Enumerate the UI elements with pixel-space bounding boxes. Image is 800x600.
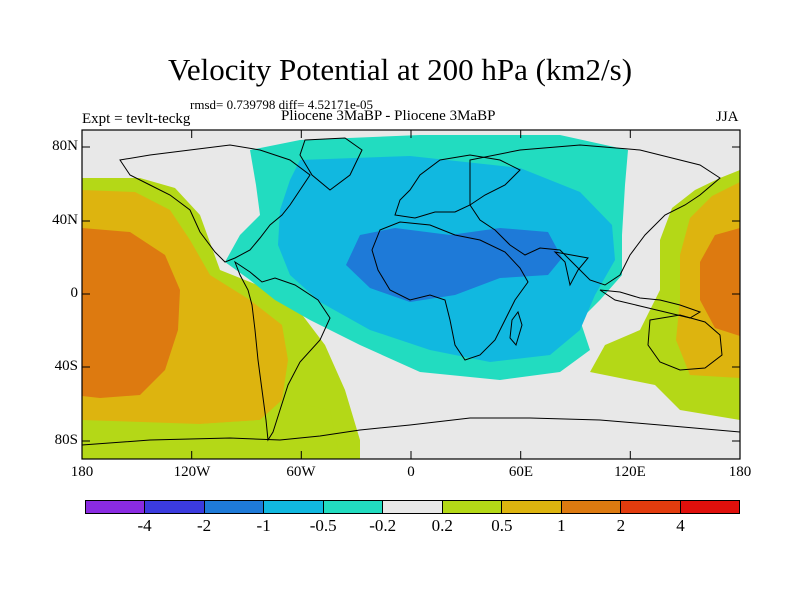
colorbar-swatch — [264, 501, 324, 513]
indonesia-coastline — [599, 289, 702, 319]
colorbar-swatch — [323, 501, 384, 513]
colorbar-swatch — [204, 501, 265, 513]
colorbar-swatch — [621, 501, 681, 513]
lat-tick-label: 40S — [54, 358, 78, 374]
colorbar-swatch — [145, 501, 205, 513]
colorbar-label: 0.2 — [431, 516, 453, 535]
colorbar-label: 0.5 — [491, 516, 513, 535]
lon-tick-label: 60E — [508, 464, 534, 480]
greenland-coastline — [299, 137, 363, 191]
colorbar-label: 2 — [616, 516, 626, 535]
colorbar-label: -0.5 — [309, 516, 337, 535]
negative-blue-core — [346, 228, 562, 302]
colorbar-swatch — [502, 501, 562, 513]
india-coastline — [553, 251, 589, 287]
lon-tick-label: 120W — [173, 464, 211, 480]
south-america-coastline — [233, 260, 331, 442]
colorbar-label: -0.2 — [369, 516, 397, 535]
colorbar-swatch — [442, 501, 503, 513]
colorbar-label: -1 — [256, 516, 271, 535]
lon-tick-label: 120E — [614, 464, 646, 480]
lon-tick-label: 60W — [286, 464, 316, 480]
africa-coastline — [371, 221, 529, 361]
asia-coastline — [469, 144, 721, 286]
lat-tick-label: 0 — [70, 285, 79, 301]
colorbar-swatch — [383, 501, 443, 513]
colorbar-swatch — [86, 501, 146, 513]
contour-fill-layer — [82, 130, 740, 459]
pacific-west-darkorange — [82, 228, 180, 398]
season-label: JJA — [716, 109, 739, 125]
lon-tick-label: 0 — [407, 464, 415, 480]
lat-tick-label: 80S — [54, 432, 78, 448]
lat-tick-label: 80N — [52, 138, 78, 154]
colorbar-swatch — [680, 501, 739, 513]
colorbar-swatch — [561, 501, 622, 513]
southern-yellowgreen — [82, 400, 340, 459]
subtitle-label: Pliocene 3MaBP - Pliocene 3MaBP — [281, 108, 496, 124]
colorbar-label: 4 — [676, 516, 685, 535]
experiment-label: Expt = tevlt-teckg — [82, 111, 191, 127]
axis-ticks — [82, 130, 740, 459]
colorbar — [85, 500, 740, 514]
colorbar-label: -4 — [137, 516, 152, 535]
lon-tick-label: 180 — [728, 464, 752, 480]
north-america-coastline — [119, 144, 311, 263]
europe-coastline — [394, 154, 521, 219]
lat-tick-label: 40N — [52, 212, 78, 228]
coastline-layer — [82, 137, 740, 446]
statistics-label: rmsd= 0.739798 diff= 4.52171e-05 — [190, 97, 374, 112]
colorbar-label: 1 — [557, 516, 566, 535]
antarctica-coastline — [82, 417, 740, 446]
pacific-east-darkorange — [700, 228, 740, 336]
lon-tick-label: 180 — [70, 464, 94, 480]
madagascar-coastline — [509, 310, 523, 347]
colorbar-label: -2 — [196, 516, 212, 535]
map-title: Velocity Potential at 200 hPa (km2/s) — [167, 52, 633, 87]
australia-coastline — [647, 314, 723, 371]
